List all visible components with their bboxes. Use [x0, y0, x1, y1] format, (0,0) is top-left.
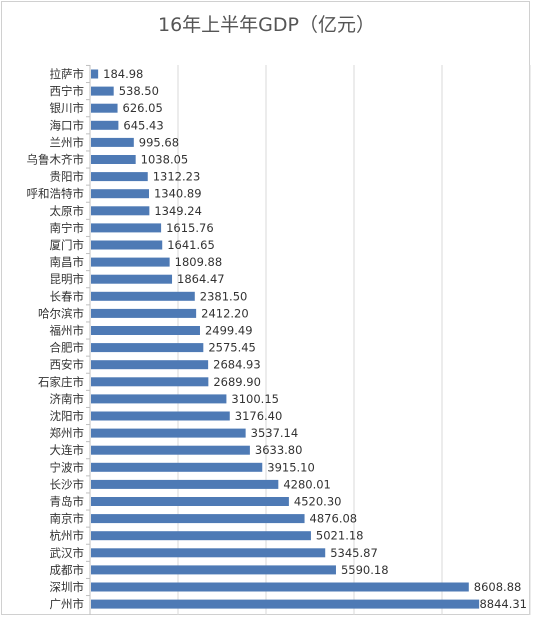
category-label: 乌鲁木齐市 [27, 153, 85, 167]
data-label: 2684.93 [213, 358, 261, 372]
data-label: 1349.24 [154, 204, 202, 218]
bar [91, 257, 170, 267]
bar [91, 326, 200, 335]
chart-title: 16年上半年GDP（亿元） [158, 14, 375, 36]
category-label: 拉萨市 [50, 67, 85, 81]
data-label: 5345.87 [330, 546, 378, 560]
category-label: 昆明市 [50, 272, 85, 286]
data-label: 4280.01 [283, 477, 331, 491]
category-label: 长沙市 [50, 477, 85, 491]
data-label: 2412.20 [201, 306, 249, 320]
bar [91, 120, 119, 130]
bar [91, 462, 263, 472]
data-label: 8844.31 [479, 597, 527, 611]
bar [91, 240, 163, 250]
category-label: 福州市 [50, 324, 85, 338]
data-label: 2499.49 [205, 324, 253, 338]
data-label: 2689.90 [213, 375, 261, 389]
data-label: 538.50 [119, 84, 159, 98]
bar [91, 103, 118, 113]
bar [91, 86, 114, 96]
bar [91, 531, 311, 541]
bar [91, 343, 204, 353]
bar [91, 155, 136, 164]
data-label: 1864.47 [177, 272, 225, 286]
data-label: 5590.18 [341, 563, 389, 577]
bar [91, 291, 195, 301]
bar [91, 137, 134, 147]
bar [91, 206, 150, 216]
data-label: 645.43 [123, 118, 163, 132]
category-label: 杭州市 [50, 529, 85, 543]
data-label: 3100.15 [231, 392, 279, 406]
bar [91, 428, 246, 438]
bar [91, 223, 162, 233]
category-label: 长春市 [50, 289, 85, 303]
bar [91, 172, 148, 182]
data-label: 3633.80 [255, 443, 303, 457]
bar [91, 377, 209, 387]
data-label: 4520.30 [294, 495, 342, 509]
category-label: 太原市 [50, 204, 85, 218]
category-label: 呼和浩特市 [27, 187, 85, 201]
category-label: 青岛市 [50, 495, 85, 509]
category-label: 合肥市 [50, 341, 85, 355]
category-label: 海口市 [50, 118, 85, 132]
category-label: 厦门市 [50, 238, 85, 252]
data-label: 3915.10 [267, 460, 315, 474]
category-label: 兰州市 [50, 135, 85, 149]
data-label: 8608.88 [474, 580, 522, 594]
bar [91, 69, 99, 79]
category-label: 西安市 [50, 358, 85, 372]
bar [91, 599, 480, 609]
bar [91, 582, 469, 592]
category-label: 大连市 [50, 443, 85, 457]
category-label: 沈阳市 [50, 409, 85, 423]
bar [91, 360, 209, 370]
category-label: 南宁市 [50, 221, 85, 235]
bar [91, 445, 250, 455]
data-label: 1641.65 [167, 238, 215, 252]
bar [91, 565, 336, 575]
bar [91, 479, 279, 489]
data-label: 2381.50 [200, 289, 248, 303]
bar [91, 308, 197, 318]
bar [91, 274, 173, 284]
category-label: 石家庄市 [38, 375, 84, 389]
bar [91, 189, 149, 199]
data-label: 1340.89 [154, 187, 202, 201]
category-label: 银川市 [50, 101, 85, 115]
category-label: 贵阳市 [50, 170, 85, 184]
bar [91, 514, 305, 524]
data-label: 1615.76 [166, 221, 214, 235]
bar [91, 411, 230, 421]
bar [91, 548, 326, 558]
category-label: 武汉市 [50, 546, 85, 560]
data-label: 2575.45 [208, 341, 256, 355]
category-label: 南京市 [50, 512, 85, 526]
data-label: 4876.08 [310, 512, 358, 526]
data-label: 3176.40 [235, 409, 283, 423]
data-label: 5021.18 [316, 529, 364, 543]
bar [91, 394, 227, 404]
category-label: 南昌市 [50, 255, 85, 269]
category-label: 郑州市 [50, 426, 85, 440]
category-label: 济南市 [50, 392, 85, 406]
data-label: 184.98 [103, 67, 143, 81]
category-label: 宁波市 [50, 460, 85, 474]
data-label: 1038.05 [141, 153, 189, 167]
category-label: 哈尔滨市 [38, 306, 84, 320]
data-label: 1312.23 [153, 170, 201, 184]
category-label: 广州市 [50, 597, 85, 611]
bar [91, 497, 289, 506]
category-label: 深圳市 [50, 580, 85, 594]
data-label: 995.68 [139, 135, 179, 149]
category-label: 西宁市 [50, 84, 85, 98]
data-label: 3537.14 [251, 426, 299, 440]
data-label: 626.05 [123, 101, 163, 115]
category-label: 成都市 [50, 563, 85, 577]
data-label: 1809.88 [175, 255, 223, 269]
